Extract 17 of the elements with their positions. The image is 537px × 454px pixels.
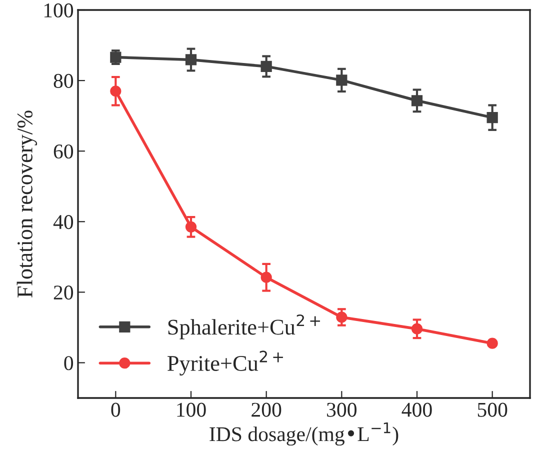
y-axis-title: Flotation recovery/% — [16, 110, 38, 298]
x-tick-label: 200 — [252, 402, 282, 417]
y-tick-label: 60 — [54, 144, 74, 159]
x-tick-label: 500 — [478, 402, 508, 417]
x-tick-label: 400 — [402, 402, 432, 417]
x-axis-title: IDS dosage/(mg•L$^{−1}$) — [210, 422, 398, 446]
x-tick-label: 100 — [177, 402, 206, 417]
point — [486, 338, 498, 349]
y-tick-label: 20 — [54, 286, 74, 300]
y-tick-label: 0 — [64, 356, 74, 370]
legend-label: Pyrite+Cu$^{2+}$ — [168, 350, 283, 376]
y-tick-label: 100 — [44, 3, 74, 18]
x-tick-label: 300 — [327, 402, 356, 417]
y-tick-label: 40 — [53, 215, 74, 230]
y-tick-label: 80 — [54, 74, 74, 88]
x-tick-label: 0 — [111, 402, 120, 417]
legend-label: Sphalerite+Cu$^{2+}$ — [168, 314, 320, 340]
